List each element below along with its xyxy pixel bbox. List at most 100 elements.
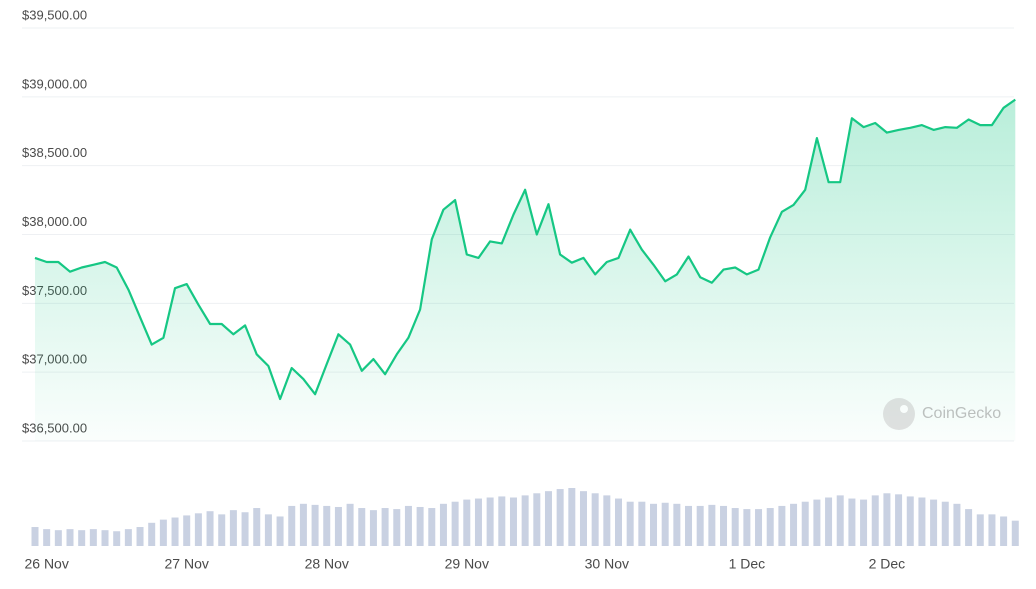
volume-bar [451,501,459,546]
volume-bar [416,506,424,546]
volume-bar [813,499,821,546]
volume-bar [930,499,938,546]
x-tick-label: 27 Nov [165,556,209,572]
volume-bar [299,503,307,546]
volume-bar [953,503,961,546]
volume-bar [696,505,704,546]
volume-bar [638,501,646,546]
x-tick-label: 29 Nov [445,556,489,572]
volume-bar [615,498,622,546]
volume-bar [194,513,202,546]
volume-bar [720,505,728,546]
volume-bar [544,491,552,546]
volume-bar [650,503,658,546]
volume-bar [486,497,494,546]
volume-bar [113,531,121,546]
volume-bar [463,499,471,546]
watermark-text: CoinGecko [922,405,1001,422]
volume-bar [988,514,996,546]
volume-bar [533,493,541,546]
volume-bar [311,504,319,546]
volume-bar [941,501,949,546]
price-line [34,98,1016,401]
volume-bar [358,508,366,546]
volume-bar [579,491,587,546]
area [35,99,1016,441]
volume-bar [556,489,564,546]
volume-bar [439,503,447,546]
volume-bar [229,510,237,546]
volume-bar [136,527,144,546]
volume-bar [521,495,529,546]
volume-bar [766,508,774,546]
volume-bar [825,497,833,546]
volume-bar [159,519,167,546]
volume-bar [78,530,86,546]
watermark-logo-eye [900,405,908,413]
volume-bar [428,508,436,546]
volume-bar [218,514,226,546]
volume-bar [241,512,249,546]
y-tick-label: $39,000.00 [22,76,87,91]
x-tick-label: 2 Dec [869,556,906,572]
watermark: CoinGecko [883,398,1001,430]
volume-bar [568,488,576,546]
volume-bar [346,503,354,546]
volume-bar [288,505,296,546]
volume-bar [393,509,401,546]
y-tick-label: $38,500.00 [22,145,87,160]
volume-bar [965,509,973,546]
volume-bar [743,509,751,546]
volume-bar [755,509,763,546]
volume-bar [101,530,109,546]
volume-bar [31,527,39,546]
volume-bar [871,495,879,546]
volume-bar [171,517,179,546]
y-tick-label: $39,500.00 [22,7,87,22]
y-tick-label: $38,000.00 [22,214,87,229]
volume-bar [801,501,809,546]
volume-bar [895,494,903,546]
x-tick-label: 28 Nov [305,556,349,572]
volume-bar [673,503,681,546]
volume-bar [264,514,272,546]
volume-bar [708,504,716,546]
volume-bar [323,505,331,546]
volume-bar [381,508,389,546]
volume-bar [603,495,611,546]
volume-bar [836,495,844,546]
volume-bar [976,514,984,546]
volume-bar [334,506,342,546]
volume-bar [661,502,669,546]
volume-bar [790,503,798,546]
x-tick-label: 30 Nov [585,556,629,572]
volume-bar [591,493,599,546]
volume-bar [89,529,97,546]
volume-bar [54,530,62,546]
volume-bar [474,498,482,546]
volume-bar [124,529,132,546]
volume-bar [498,496,506,546]
volume-bar [276,516,284,546]
volume-bar [148,522,156,546]
volume-bar [918,497,926,546]
volume-bar [66,529,74,546]
volume-bar [1000,516,1008,546]
volume-bar [848,498,856,546]
volume-bar [731,508,739,546]
volume-bar [906,496,914,546]
x-tick-label: 1 Dec [729,556,766,572]
watermark-logo [883,398,915,430]
volume-bar [778,505,786,546]
x-tick-label: 26 Nov [24,556,68,572]
volume-bar [253,508,261,546]
volume-bar [883,493,891,546]
volume-bar [1011,520,1019,546]
volume-bar [509,497,517,546]
volume-bar [626,501,634,546]
volume-bar [369,510,377,546]
volume-bar [860,499,868,546]
volume-bar [206,511,214,546]
volume-bar [685,505,693,546]
